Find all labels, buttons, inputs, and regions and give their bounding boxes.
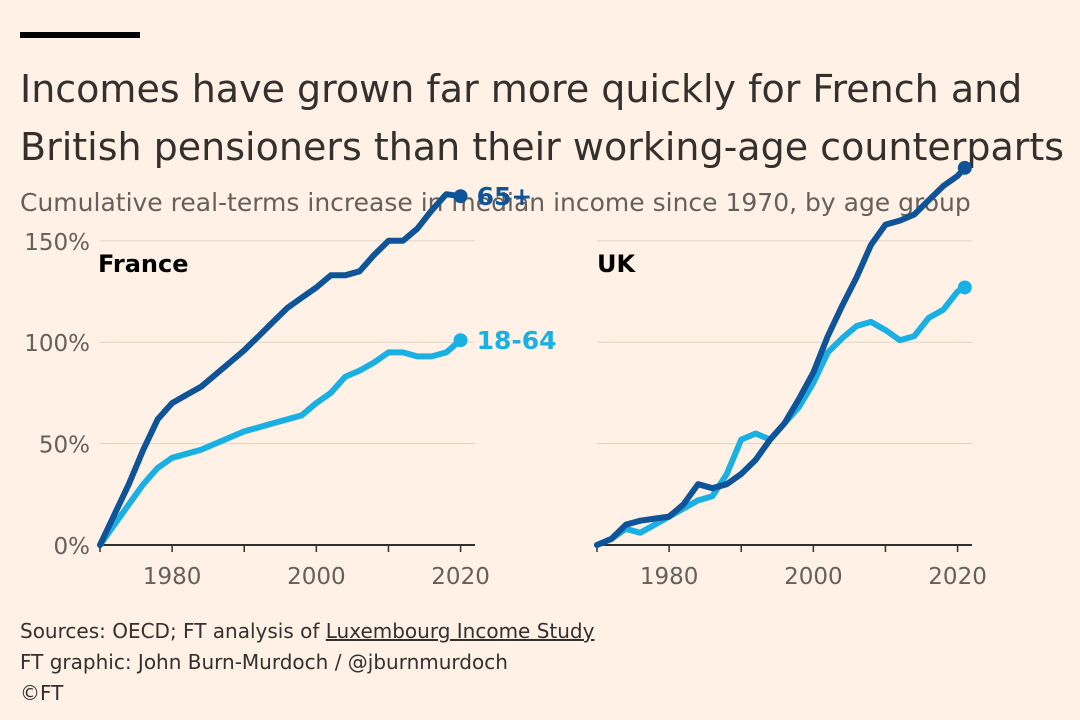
chart-title: Incomes have grown far more quickly for …	[20, 67, 1065, 169]
x-tick-label: 2020	[928, 564, 987, 590]
footer: Sources: OECD; FT analysis of Luxembourg…	[20, 616, 594, 709]
france-older-endpoint	[453, 189, 468, 204]
uk-panel: UK 1980 2000 2020	[594, 160, 987, 590]
uk-younger-line	[594, 284, 968, 548]
france-older-line	[97, 191, 464, 548]
x-tick-label: 1980	[143, 564, 202, 590]
graphic-credit: FT graphic: John Burn-Murdoch / @jburnmu…	[20, 650, 508, 674]
older-series-label: 65+	[477, 182, 533, 211]
sources-text: Sources: OECD; FT analysis of	[20, 619, 326, 643]
y-tick-label: 0%	[54, 534, 91, 560]
france-panel: France 0% 50% 100% 150% 1980 2000 2020 18-64 65+	[24, 182, 556, 590]
ft-brand-rule	[20, 32, 140, 38]
x-tick-label: 1980	[640, 564, 699, 590]
y-tick-label: 50%	[39, 433, 90, 459]
uk-younger-endpoint	[957, 280, 972, 295]
chart-subtitle: Cumulative real-terms increase in median…	[20, 188, 971, 217]
x-tick-label: 2000	[287, 564, 346, 590]
sources-line: Sources: OECD; FT analysis of Luxembourg…	[20, 616, 594, 647]
x-tick-label: 2000	[784, 564, 843, 590]
luxembourg-income-study-link[interactable]: Luxembourg Income Study	[325, 619, 595, 643]
x-tick-label: 2020	[431, 564, 490, 590]
y-tick-label: 150%	[24, 230, 90, 256]
uk-older-endpoint	[957, 160, 972, 175]
france-panel-title: France	[98, 250, 188, 278]
younger-series-label: 18-64	[477, 326, 557, 355]
uk-older-line	[594, 164, 968, 548]
france-younger-endpoint	[453, 333, 468, 348]
france-younger-line	[97, 337, 464, 548]
uk-panel-title: UK	[597, 250, 636, 278]
copyright: ©FT	[20, 681, 64, 705]
y-tick-label: 100%	[24, 331, 90, 357]
